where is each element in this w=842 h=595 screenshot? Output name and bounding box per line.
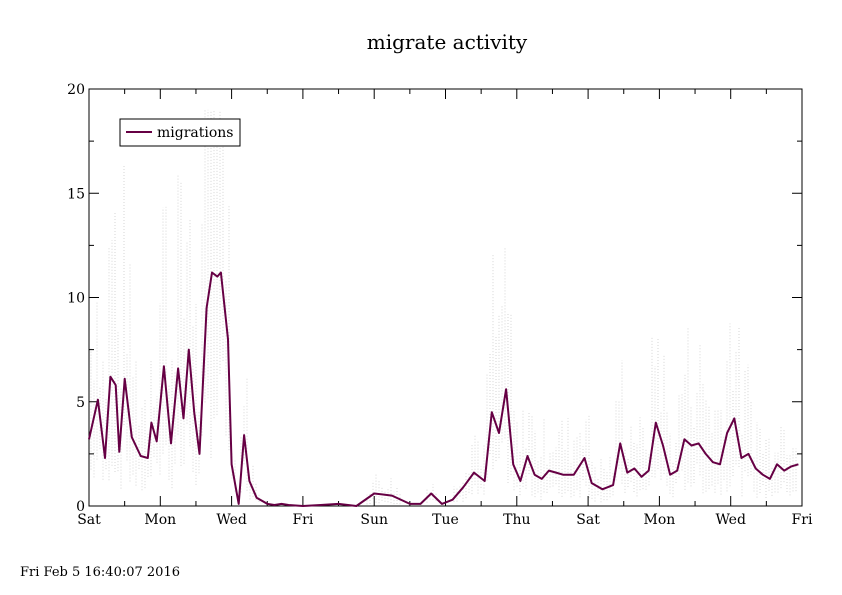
series-layer (88, 271, 799, 507)
legend: migrations (119, 118, 241, 147)
x-tick-label: Mon (144, 512, 176, 528)
y-tick-label: 0 (76, 499, 85, 515)
x-tick-label: Sat (576, 512, 600, 528)
series-line-migrations (88, 271, 799, 507)
y-axis: 0 5 10 15 20 (67, 82, 802, 515)
legend-label-migrations: migrations (157, 125, 234, 141)
x-tick-label: Wed (715, 512, 746, 528)
y-tick-label: 10 (67, 291, 85, 307)
x-tick-label: Fri (792, 512, 813, 528)
y-tick-label: 15 (67, 186, 85, 202)
x-axis: Sat Mon Wed Fri Sun Tue Thu Sat Mon Wed Fri (77, 89, 813, 528)
x-tick-label: Mon (644, 512, 676, 528)
chart-title: migrate activity (367, 30, 528, 54)
x-tick-label: Sat (77, 512, 101, 528)
timestamp: Fri Feb 5 16:40:07 2016 (20, 565, 180, 580)
x-tick-label: Sun (360, 512, 388, 528)
y-tick-label: 5 (76, 395, 85, 411)
x-tick-label: Wed (216, 512, 247, 528)
x-tick-label: Tue (432, 512, 459, 528)
y-tick-label: 20 (67, 82, 85, 98)
x-tick-label: Thu (503, 512, 530, 528)
x-tick-label: Fri (292, 512, 313, 528)
